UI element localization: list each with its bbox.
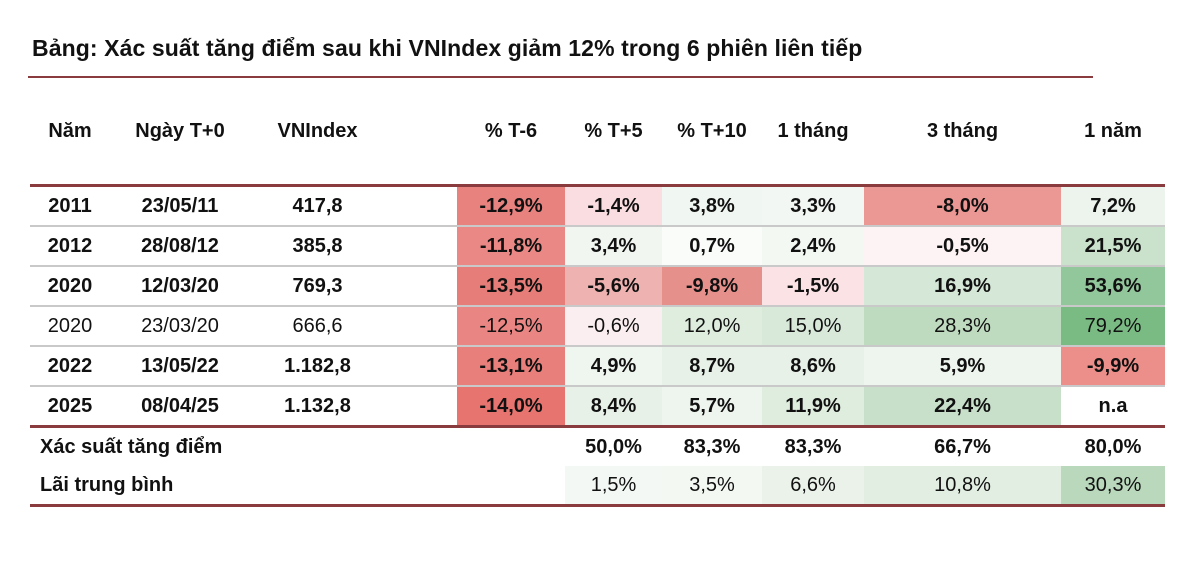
- table-cell: -13,1%: [457, 346, 565, 387]
- cell-spacer: [385, 266, 457, 307]
- summary-cell: 1,5%: [565, 466, 662, 507]
- summary-cell: 66,7%: [934, 435, 991, 458]
- table-cell: 11,9%: [762, 386, 864, 428]
- table-cell: 13/05/22: [110, 346, 250, 387]
- table-cell: 3,8%: [662, 184, 762, 227]
- table-cell: 5,7%: [662, 386, 762, 428]
- table-cell: 417,8: [250, 184, 385, 227]
- table-cell: 16,9%: [864, 266, 1061, 307]
- table-row: 2020 12/03/20 769,3 -13,5% -5,6% -9,8% -1,5% 16…: [30, 266, 1165, 307]
- table-cell: 3,4%: [565, 226, 662, 267]
- table-row: 2025 08/04/25 1.132,8 -14,0% 8,4% 5,7% 11,9% 22…: [30, 386, 1165, 428]
- summary-cell: 83,3%: [683, 435, 741, 458]
- table-cell: 8,6%: [762, 346, 864, 387]
- table-cell: -14,0%: [457, 386, 565, 428]
- header-cell: % T-6: [484, 119, 538, 142]
- cell-spacer: [385, 184, 457, 227]
- table-cell: -0,5%: [864, 226, 1061, 267]
- table-row: 2012 28/08/12 385,8 -11,8% 3,4% 0,7% 2,4% -0,5%…: [30, 226, 1165, 267]
- header-cell: 3 tháng: [926, 119, 999, 142]
- table-cell: 28/08/12: [110, 226, 250, 267]
- table-cell: n.a: [1061, 386, 1165, 428]
- table-cell: 0,7%: [662, 226, 762, 267]
- table-cell: -1,4%: [565, 184, 662, 227]
- table-cell: 1.132,8: [250, 386, 385, 428]
- table-cell: 12/03/20: [110, 266, 250, 307]
- table-cell: 23/03/20: [110, 306, 250, 347]
- table-row: 2020 23/03/20 666,6 -12,5% -0,6% 12,0% 15,0% 28…: [30, 306, 1165, 347]
- table-cell: -12,9%: [457, 184, 565, 227]
- table-cell: 08/04/25: [110, 386, 250, 428]
- table-cell: 8,4%: [565, 386, 662, 428]
- table-cell: 2020: [30, 306, 110, 347]
- table-cell: 666,6: [250, 306, 385, 347]
- table-row: 2011 23/05/11 417,8 -12,9% -1,4% 3,8% 3,3% -8,0…: [30, 184, 1165, 227]
- summary-cell: 80,0%: [1084, 435, 1142, 458]
- table-cell: 15,0%: [762, 306, 864, 347]
- summary-cell: 3,5%: [662, 466, 762, 507]
- data-table: Năm Ngày T+0 VNIndex % T-6 % T+5 % T+10 1 thán…: [30, 78, 1165, 507]
- summary-cell: 30,3%: [1061, 466, 1165, 507]
- header-cell: 1 tháng: [777, 119, 849, 142]
- cell-spacer: [385, 226, 457, 267]
- table-cell: 12,0%: [662, 306, 762, 347]
- header-cell: VNIndex: [277, 119, 358, 142]
- summary-row: Xác suất tăng điểm 50,0% 83,3% 83,3% 66,7% 80…: [30, 427, 1165, 467]
- header-cell: % T+5: [584, 119, 643, 142]
- header-cell: Năm: [48, 119, 92, 142]
- table-cell: -9,9%: [1061, 346, 1165, 387]
- header-cell: Ngày T+0: [135, 119, 225, 142]
- table-cell: -13,5%: [457, 266, 565, 307]
- table-cell: 22,4%: [864, 386, 1061, 428]
- table-cell: 8,7%: [662, 346, 762, 387]
- table-cell: 2,4%: [762, 226, 864, 267]
- summary-cell: 10,8%: [864, 466, 1061, 507]
- header-row: Năm Ngày T+0 VNIndex % T-6 % T+5 % T+10 1 thán…: [30, 78, 1165, 186]
- table-cell: -8,0%: [864, 184, 1061, 227]
- table-cell: -0,6%: [565, 306, 662, 347]
- cell-spacer: [385, 346, 457, 387]
- summary-cell: 83,3%: [784, 435, 842, 458]
- table-cell: 23/05/11: [110, 184, 250, 227]
- table-cell: 769,3: [250, 266, 385, 307]
- table-cell: -5,6%: [565, 266, 662, 307]
- table-cell: -1,5%: [762, 266, 864, 307]
- header-cell: % T+10: [677, 119, 747, 142]
- page-title: Bảng: Xác suất tăng điểm sau khi VNIndex…: [32, 35, 863, 61]
- header-cell: 1 năm: [1084, 119, 1142, 142]
- table-row: 2022 13/05/22 1.182,8 -13,1% 4,9% 8,7% 8,6% 5,9…: [30, 346, 1165, 387]
- table-cell: 2020: [30, 266, 110, 307]
- summary-row: Lãi trung bình 1,5% 3,5% 6,6% 10,8% 30,3%: [30, 466, 1165, 507]
- table-summary: Xác suất tăng điểm 50,0% 83,3% 83,3% 66,7% 80…: [30, 427, 1165, 507]
- table-cell: 1.182,8: [250, 346, 385, 387]
- table-cell: 7,2%: [1061, 184, 1165, 227]
- table-cell: 28,3%: [864, 306, 1061, 347]
- header-spacer: [385, 78, 457, 186]
- summary-cell: 50,0%: [585, 435, 642, 458]
- table-cell: -11,8%: [457, 226, 565, 267]
- table-cell: -9,8%: [662, 266, 762, 307]
- table-cell: -12,5%: [457, 306, 565, 347]
- table-cell: 3,3%: [762, 184, 864, 227]
- table-cell: 2025: [30, 386, 110, 428]
- table-cell: 2012: [30, 226, 110, 267]
- table-cell: 21,5%: [1061, 226, 1165, 267]
- summary-label: Xác suất tăng điểm: [40, 435, 223, 458]
- cell-spacer: [385, 386, 457, 428]
- table-head: Năm Ngày T+0 VNIndex % T-6 % T+5 % T+10 1 thán…: [30, 78, 1165, 186]
- table-cell: 385,8: [250, 226, 385, 267]
- summary-label: Lãi trung bình: [30, 466, 565, 507]
- table-cell: 79,2%: [1061, 306, 1165, 347]
- table-cell: 53,6%: [1061, 266, 1165, 307]
- table-cell: 2022: [30, 346, 110, 387]
- table-cell: 2011: [30, 184, 110, 227]
- cell-spacer: [385, 306, 457, 347]
- table-cell: 5,9%: [864, 346, 1061, 387]
- table-body: 2011 23/05/11 417,8 -12,9% -1,4% 3,8% 3,3% -8,0…: [30, 184, 1165, 428]
- summary-cell: 6,6%: [762, 466, 864, 507]
- table-cell: 4,9%: [565, 346, 662, 387]
- title-underline: [28, 76, 1093, 78]
